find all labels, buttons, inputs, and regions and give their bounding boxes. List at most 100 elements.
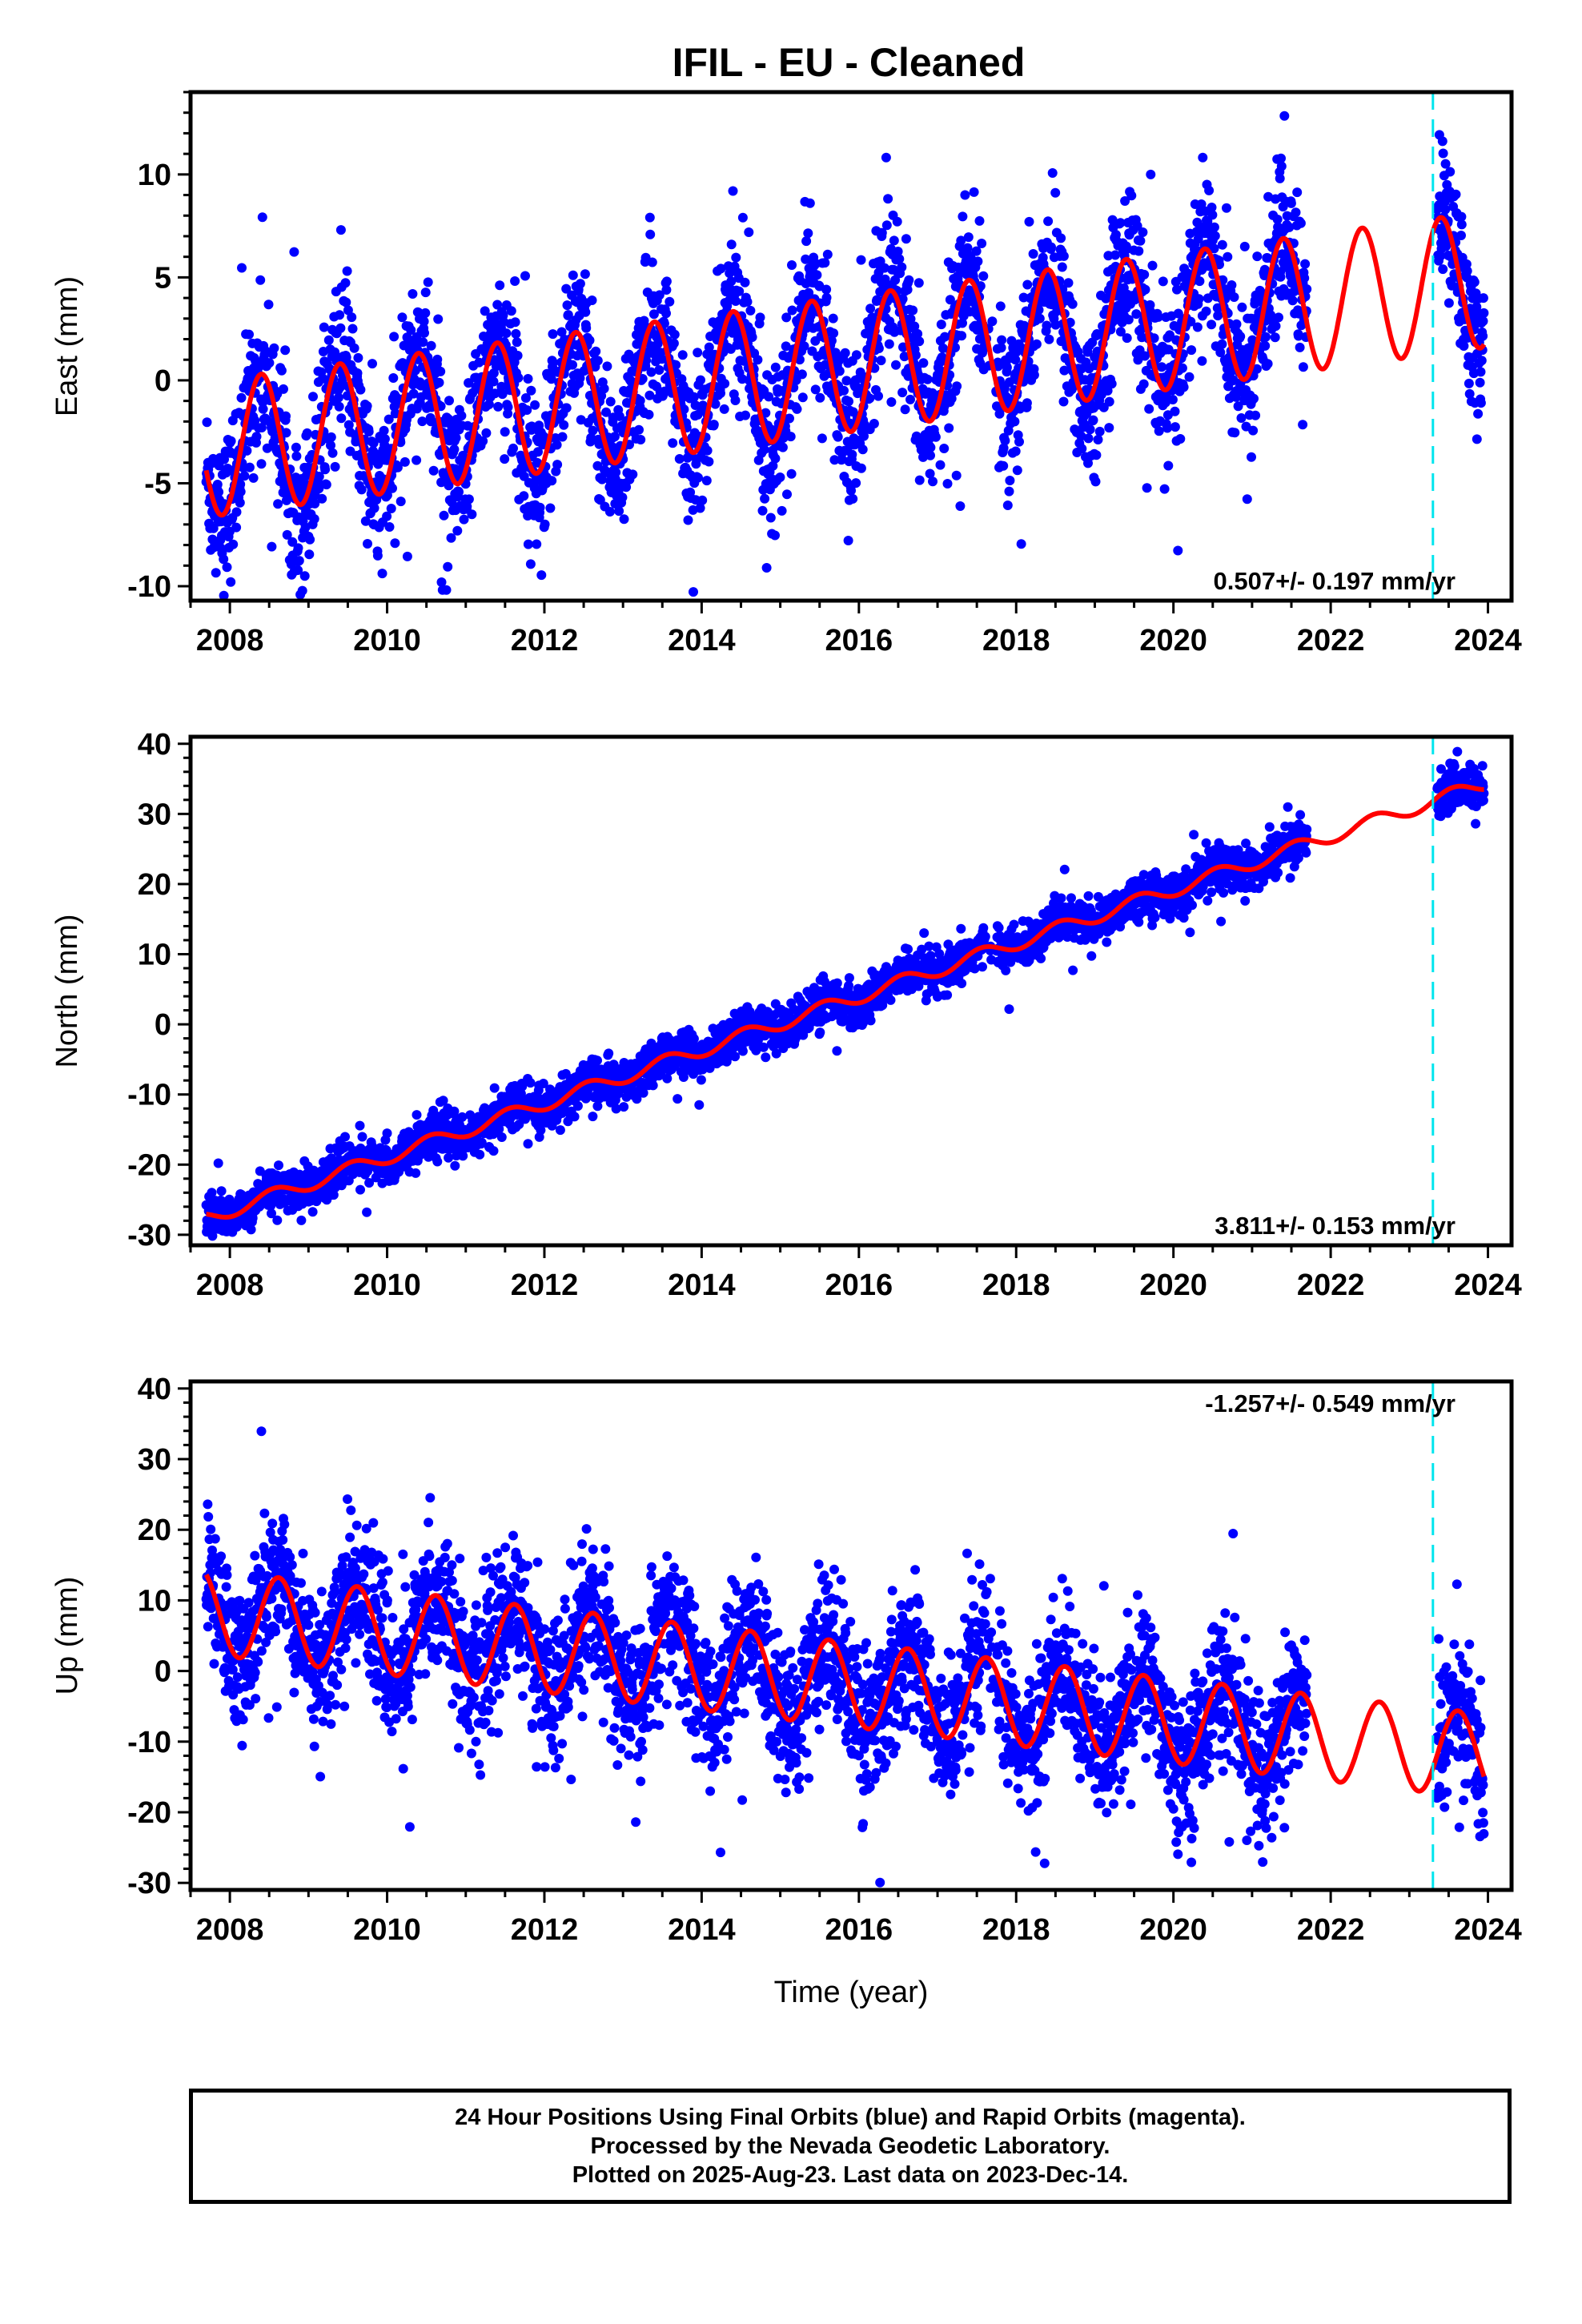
data-point: [770, 530, 780, 541]
data-point: [1295, 342, 1305, 352]
data-point: [741, 410, 750, 420]
data-point: [532, 539, 542, 549]
data-point: [847, 449, 857, 460]
data-point: [389, 332, 400, 342]
data-point: [492, 300, 503, 310]
data-point: [1186, 316, 1196, 327]
data-point: [1270, 332, 1280, 343]
data-point: [677, 350, 688, 360]
data-point: [276, 365, 287, 376]
data-point: [881, 220, 892, 231]
data-point: [978, 271, 989, 281]
data-point: [930, 432, 941, 442]
data-point: [926, 442, 936, 452]
data-point: [538, 1079, 548, 1088]
x-tick-label: 2012: [511, 624, 579, 657]
data-point: [251, 432, 262, 442]
data-point: [250, 416, 260, 426]
data-point: [1147, 260, 1158, 271]
data-point: [356, 485, 367, 495]
data-point: [1464, 378, 1474, 388]
data-point: [500, 454, 510, 464]
data-point: [390, 538, 400, 549]
data-point: [596, 391, 607, 401]
data-point: [987, 316, 998, 327]
data-point: [674, 454, 685, 464]
data-point: [428, 465, 439, 476]
data-point: [494, 1124, 504, 1134]
data-point: [1233, 401, 1243, 412]
data-point: [300, 522, 311, 533]
data-point: [1292, 187, 1303, 198]
data-point: [207, 1188, 217, 1198]
data-point: [1044, 334, 1054, 344]
data-point: [341, 297, 351, 308]
y-tick-label: 10: [138, 159, 171, 192]
data-point: [829, 328, 839, 339]
data-point: [291, 451, 302, 461]
data-point: [1177, 363, 1187, 373]
data-point: [1115, 327, 1126, 337]
data-point: [1210, 231, 1220, 241]
data-point: [219, 590, 229, 601]
data-point: [441, 585, 452, 595]
data-point: [901, 234, 911, 244]
data-point: [897, 262, 907, 272]
data-point: [235, 487, 246, 497]
data-point: [417, 416, 428, 427]
data-point: [737, 212, 748, 223]
data-point: [287, 537, 298, 547]
data-point: [939, 444, 950, 453]
data-point: [236, 392, 247, 403]
data-point: [894, 254, 905, 264]
data-point: [757, 505, 768, 516]
data-point: [1184, 372, 1195, 382]
data-point: [495, 280, 505, 291]
data-point: [803, 228, 813, 239]
data-point: [873, 391, 883, 401]
data-point: [488, 1146, 499, 1156]
data-point: [1109, 316, 1119, 326]
data-point: [730, 1051, 741, 1062]
data-point: [661, 276, 672, 287]
data-point: [851, 478, 861, 489]
data-point: [1106, 379, 1117, 389]
data-point: [1295, 218, 1306, 228]
data-point: [262, 443, 272, 453]
data-point: [1031, 339, 1042, 349]
data-point: [782, 489, 792, 500]
data-point: [781, 341, 791, 352]
data-point: [671, 360, 681, 370]
data-point: [289, 247, 299, 257]
data-point: [1144, 404, 1154, 414]
data-point: [257, 212, 267, 223]
data-point: [501, 328, 512, 339]
data-point: [785, 413, 794, 424]
data-point: [213, 1158, 223, 1168]
data-point: [996, 343, 1006, 353]
data-point: [1284, 222, 1295, 232]
data-point: [647, 257, 657, 267]
data-point: [294, 556, 304, 566]
data-point: [387, 483, 397, 493]
data-point: [1138, 227, 1148, 237]
data-point: [768, 460, 778, 471]
data-point: [820, 258, 830, 268]
data-point: [922, 374, 933, 384]
data-point: [438, 1096, 448, 1106]
data-point: [760, 493, 770, 504]
data-point: [208, 523, 219, 533]
data-point: [1140, 284, 1150, 295]
data-point: [239, 471, 250, 481]
data-point: [572, 1101, 583, 1111]
data-point: [219, 554, 229, 565]
data-point: [426, 416, 436, 427]
data-point: [799, 341, 809, 352]
data-point: [547, 476, 557, 486]
data-point: [621, 482, 632, 493]
data-point: [1275, 271, 1286, 282]
data-point: [527, 421, 537, 432]
data-point: [202, 417, 212, 428]
data-point: [353, 352, 363, 363]
panel-0: 2008 2010 2012 2014 2016 2018 2020 2022 2024-10-…: [50, 90, 1522, 657]
